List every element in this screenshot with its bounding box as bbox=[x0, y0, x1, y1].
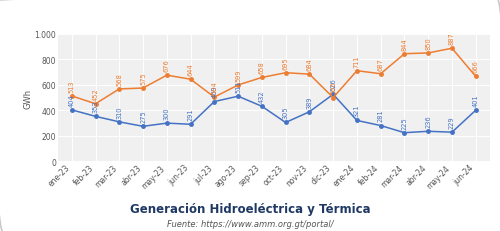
Text: 850: 850 bbox=[425, 37, 431, 50]
Text: 389: 389 bbox=[306, 96, 312, 108]
Text: 452: 452 bbox=[92, 87, 98, 100]
Text: 844: 844 bbox=[402, 38, 407, 50]
Text: 676: 676 bbox=[164, 59, 170, 72]
Text: 711: 711 bbox=[354, 55, 360, 67]
Text: 321: 321 bbox=[354, 104, 360, 117]
Text: 666: 666 bbox=[472, 60, 478, 73]
Text: 281: 281 bbox=[378, 109, 384, 122]
Text: 401: 401 bbox=[472, 94, 478, 106]
Text: 432: 432 bbox=[259, 90, 265, 103]
Text: 599: 599 bbox=[235, 69, 241, 82]
Text: 511: 511 bbox=[235, 80, 241, 93]
Text: 568: 568 bbox=[116, 73, 122, 85]
Text: 404: 404 bbox=[69, 94, 75, 106]
Text: 275: 275 bbox=[140, 110, 146, 123]
Text: 887: 887 bbox=[449, 32, 455, 45]
Text: Generación Hidroeléctrica y Térmica: Generación Hidroeléctrica y Térmica bbox=[130, 203, 370, 216]
Text: 236: 236 bbox=[425, 115, 431, 128]
Text: 310: 310 bbox=[116, 106, 122, 118]
Text: 504: 504 bbox=[212, 81, 218, 94]
Text: 644: 644 bbox=[188, 63, 194, 76]
Text: 500: 500 bbox=[330, 81, 336, 94]
Text: 225: 225 bbox=[402, 116, 407, 129]
Text: 658: 658 bbox=[259, 61, 265, 74]
Text: 513: 513 bbox=[69, 80, 75, 92]
Text: 305: 305 bbox=[282, 106, 288, 119]
Y-axis label: GWh: GWh bbox=[24, 88, 33, 108]
Text: 353: 353 bbox=[92, 100, 98, 113]
Text: 229: 229 bbox=[449, 116, 455, 128]
Text: 695: 695 bbox=[282, 57, 288, 69]
Text: 526: 526 bbox=[330, 78, 336, 91]
Text: 684: 684 bbox=[306, 58, 312, 71]
Text: 687: 687 bbox=[378, 58, 384, 70]
Text: 575: 575 bbox=[140, 72, 146, 85]
Text: 300: 300 bbox=[164, 107, 170, 119]
Text: 291: 291 bbox=[188, 108, 194, 121]
Text: Fuente: https://www.amm.org.gt/portal/: Fuente: https://www.amm.org.gt/portal/ bbox=[166, 219, 334, 228]
Text: 469: 469 bbox=[212, 85, 218, 98]
